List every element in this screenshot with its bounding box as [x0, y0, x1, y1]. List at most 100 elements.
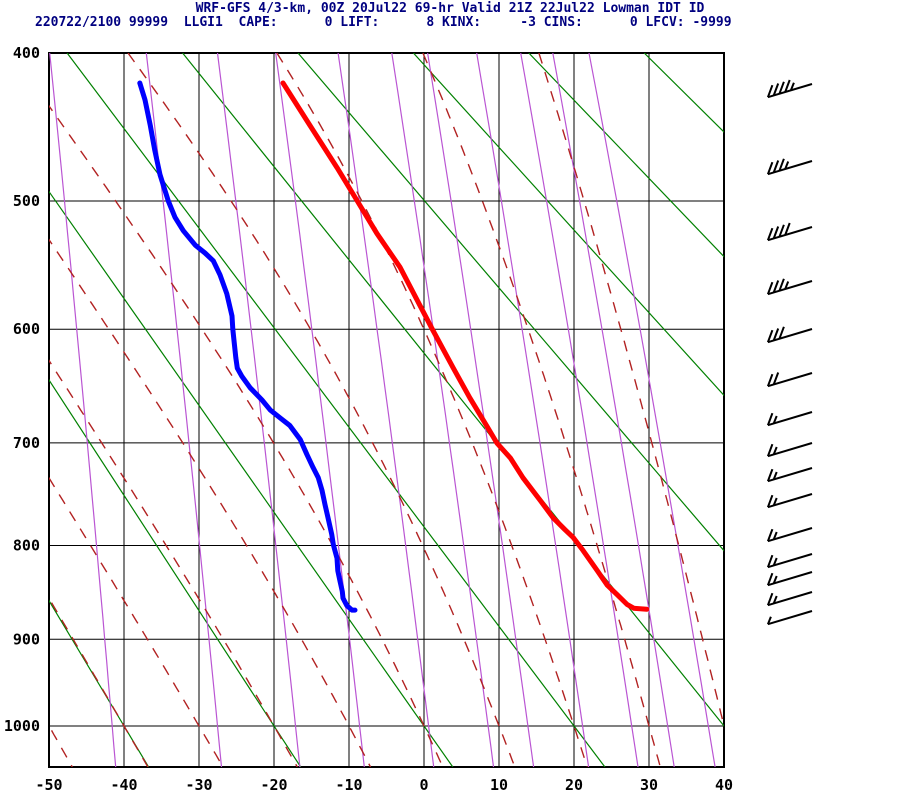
temperature-tick-label: -10 — [335, 776, 362, 794]
wind-barb — [766, 610, 813, 626]
barb-full-tick — [766, 161, 774, 175]
temperature-tick-label: 40 — [715, 776, 733, 794]
dry-adiabat-line — [182, 53, 724, 727]
barb-full-tick — [766, 373, 774, 387]
barb-half-tick — [772, 446, 778, 455]
barb-half-tick — [784, 161, 790, 170]
barb-full-tick — [778, 224, 785, 238]
pressure-tick-label: 700 — [13, 434, 40, 452]
pressure-tick-label: 600 — [13, 320, 40, 338]
barb-staff — [767, 493, 813, 509]
pressure-tick-label: 900 — [13, 630, 40, 648]
barb-staff — [767, 280, 813, 296]
wind-barb — [766, 158, 813, 176]
dry-adiabat-line — [412, 53, 724, 397]
temperature-tick-label: 20 — [565, 776, 583, 794]
moist-adiabat-line — [49, 476, 224, 767]
barb-half-tick — [784, 281, 790, 290]
barb-staff — [767, 591, 813, 607]
dry-adiabat-line — [49, 190, 454, 767]
wind-barb — [766, 326, 813, 344]
dry-adiabat-line — [49, 599, 150, 767]
moist-adiabat-line — [538, 53, 724, 729]
barb-staff — [767, 571, 813, 587]
temperature-tick-label: -40 — [110, 776, 137, 794]
mixing-ratio-line — [427, 53, 535, 767]
barb-full-tick — [766, 227, 774, 241]
moist-adiabat-line — [49, 238, 372, 767]
mixing-ratio-line — [391, 53, 495, 767]
wind-barb — [766, 527, 813, 543]
dry-adiabat-line — [643, 53, 724, 133]
temperature-tick-label: 10 — [490, 776, 508, 794]
barb-full-tick — [766, 412, 774, 426]
wind-barb — [766, 222, 813, 242]
barb-full-tick — [766, 528, 774, 542]
barb-full-tick — [766, 329, 774, 343]
barb-full-tick — [766, 281, 774, 295]
sounding-indices-line: 220722/2100 99999 LLGI1 CAPE: 0 LIFT: 8 … — [35, 15, 732, 30]
barb-staff — [767, 372, 813, 388]
barb-half-tick — [772, 531, 778, 540]
wind-barb — [766, 79, 813, 99]
pressure-tick-label: 400 — [13, 44, 40, 62]
pressure-tick-label: 1000 — [4, 717, 40, 735]
barb-full-tick — [766, 554, 774, 568]
wind-barb — [766, 493, 813, 509]
barb-half-tick — [766, 616, 772, 625]
temperature-tick-label: -20 — [260, 776, 287, 794]
moist-adiabat-line — [49, 359, 298, 767]
barb-full-tick — [772, 328, 780, 341]
barb-half-tick — [772, 497, 778, 506]
barb-full-tick — [784, 79, 791, 93]
barb-half-tick — [772, 575, 778, 584]
moist-adiabat-line — [422, 53, 661, 767]
barb-full-tick — [766, 592, 774, 606]
temperature-tick-label: -50 — [35, 776, 62, 794]
temperature-curve — [280, 80, 650, 612]
wind-barb — [766, 591, 813, 607]
barb-full-tick — [778, 158, 785, 172]
wind-barb — [766, 278, 813, 296]
barb-staff — [767, 442, 813, 458]
barb-staff — [767, 328, 813, 344]
barb-full-tick — [766, 443, 774, 457]
barb-half-tick — [772, 595, 778, 604]
barb-staff — [767, 610, 813, 626]
barb-full-tick — [778, 81, 785, 95]
barb-full-tick — [772, 372, 780, 385]
mixing-ratio-line — [520, 53, 639, 767]
wind-barb — [766, 553, 813, 569]
barb-staff — [767, 83, 813, 99]
chart-title: WRF-GFS 4/3-km, 00Z 20Jul22 69-hr Valid … — [195, 1, 705, 16]
barb-staff — [767, 226, 813, 242]
moist-adiabat-line — [49, 597, 149, 767]
pressure-tick-label: 800 — [13, 537, 40, 555]
wind-barb — [766, 442, 813, 458]
barb-full-tick — [766, 84, 774, 98]
barb-full-tick — [778, 278, 785, 292]
barb-full-tick — [772, 226, 780, 239]
mixing-ratio-line — [145, 53, 223, 767]
mixing-ratio-line — [49, 53, 117, 767]
moist-adiabat-line — [276, 53, 588, 767]
mixing-ratio-line — [337, 53, 435, 767]
wind-barb-column — [766, 79, 813, 626]
dewpoint-curve — [137, 80, 358, 613]
dry-adiabat-line — [528, 53, 724, 258]
barb-staff — [767, 527, 813, 543]
dry-adiabat-line — [297, 53, 724, 552]
barb-half-tick — [772, 471, 778, 480]
mixing-ratio-line — [275, 53, 365, 767]
pressure-tick-label: 500 — [13, 192, 40, 210]
wind-barb — [766, 467, 813, 483]
barb-full-tick — [766, 468, 774, 482]
moist-adiabat-line — [127, 53, 516, 767]
barb-staff — [767, 411, 813, 427]
chart-lines — [49, 53, 724, 767]
barb-full-tick — [766, 494, 774, 508]
wind-barb — [766, 372, 813, 388]
dry-adiabat-line — [66, 53, 606, 767]
